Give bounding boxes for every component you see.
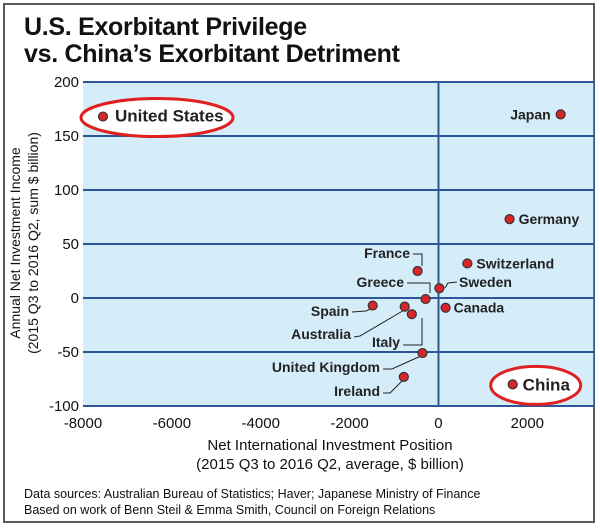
y-tick-label: -50 [57, 344, 79, 361]
x-tick-label: -8000 [64, 415, 102, 432]
y-tick-label: -100 [49, 398, 79, 415]
y-tick-label: 50 [62, 236, 79, 253]
point-ireland [398, 371, 409, 382]
point-australia [399, 301, 410, 312]
y-tick-label: 150 [54, 128, 79, 145]
point-label-ireland: Ireland [334, 383, 380, 399]
point-united-states [97, 111, 109, 122]
leader-line-greece [407, 282, 431, 293]
point-canada [440, 302, 451, 313]
leader-line-france [413, 253, 423, 266]
point-label-spain: Spain [311, 303, 349, 319]
point-label-sweden: Sweden [459, 274, 512, 290]
x-tick-label: -6000 [153, 415, 191, 432]
point-spain [367, 300, 378, 311]
point-label-canada: Canada [454, 300, 505, 316]
point-label-japan: Japan [510, 106, 550, 122]
point-france [412, 265, 423, 277]
y-tick-label: 0 [71, 290, 79, 307]
point-label-united-states: United States [115, 107, 224, 126]
point-label-australia: Australia [291, 326, 351, 342]
x-axis-label-line2: (2015 Q3 to 2016 Q2, average, $ billion) [196, 456, 464, 473]
point-japan [555, 109, 566, 120]
leader-line-italy [403, 318, 423, 346]
point-italy [406, 309, 417, 320]
y-axis-label-line2: (2015 Q3 to 2016 Q2, sum $ billion) [25, 132, 41, 354]
chart-title-line2: vs. China’s Exorbitant Detriment [24, 40, 400, 68]
point-label-france: France [364, 245, 410, 261]
highlight-ring-china [489, 364, 583, 406]
leader-line-australia [353, 308, 407, 338]
y-tick-label: 200 [54, 74, 79, 91]
point-china [507, 379, 518, 390]
point-greece [420, 293, 431, 305]
y-tick-label: 100 [54, 182, 79, 199]
point-united-kingdom [417, 347, 428, 359]
highlight-ring-united-states [79, 97, 235, 139]
point-sweden [434, 283, 445, 294]
point-germany [504, 214, 515, 225]
chart-title: U.S. Exorbitant Privilege vs. China’s Ex… [24, 14, 400, 68]
point-label-germany: Germany [519, 211, 580, 227]
leader-line-united-kingdom [383, 354, 424, 370]
point-switzerland [462, 258, 473, 269]
x-tick-label: -2000 [330, 415, 368, 432]
x-axis-label-line1: Net International Investment Position [207, 437, 452, 454]
x-tick-label: 2000 [511, 415, 544, 432]
attribution: Based on work of Benn Steil & Emma Smith… [24, 503, 436, 517]
x-tick-label: -4000 [242, 415, 280, 432]
leader-line-sweden [444, 281, 458, 289]
point-label-italy: Italy [372, 334, 400, 350]
point-label-switzerland: Switzerland [476, 255, 554, 271]
point-label-china: China [523, 375, 571, 394]
y-axis-label-line1: Annual Net Investment Income [7, 147, 23, 339]
data-sources: Data sources: Australian Bureau of Stati… [24, 487, 481, 501]
leader-line-ireland [383, 378, 405, 394]
x-tick-label: 0 [434, 415, 442, 432]
chart-title-line1: U.S. Exorbitant Privilege [24, 13, 307, 41]
chart-footer: Data sources: Australian Bureau of Stati… [24, 486, 480, 518]
point-label-united-kingdom: United Kingdom [272, 359, 380, 375]
point-label-greece: Greece [357, 274, 405, 290]
